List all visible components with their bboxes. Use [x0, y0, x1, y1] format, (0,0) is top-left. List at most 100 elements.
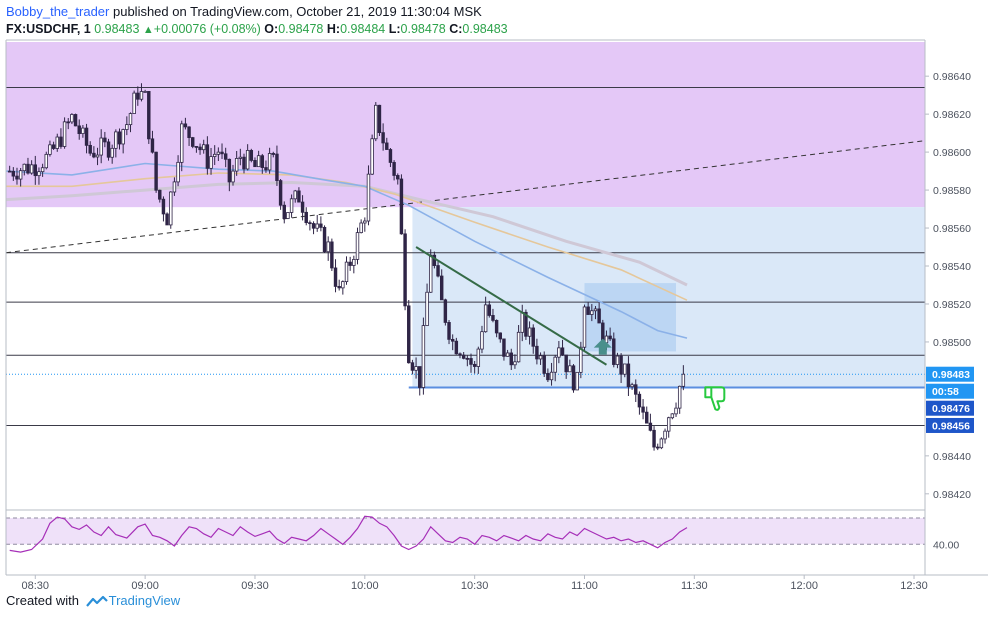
x-tick-label: 12:00 — [790, 580, 818, 590]
candle-body — [575, 371, 579, 391]
candle-body — [44, 153, 48, 169]
ema-mid-line — [6, 172, 688, 301]
candle-body — [549, 371, 554, 381]
candle-body — [608, 335, 612, 340]
candle-body — [524, 311, 528, 337]
candle-body — [421, 325, 426, 388]
candle-body — [183, 123, 188, 128]
candle-body — [359, 222, 363, 234]
close-value: 0.98483 — [462, 22, 508, 36]
price-pane[interactable] — [5, 42, 926, 451]
candle-body — [169, 191, 173, 226]
candle-body — [40, 167, 45, 173]
candle-body — [619, 355, 623, 375]
candle-body — [557, 347, 561, 358]
thumb-down-icon[interactable] — [704, 386, 726, 411]
tradingview-brand-link[interactable]: TradingView — [108, 593, 181, 608]
y-tick-label: 0.98420 — [933, 489, 971, 501]
candle-body — [447, 322, 451, 340]
candle-body — [410, 362, 415, 371]
arrow-up-icon[interactable] — [593, 338, 612, 355]
candle-body — [125, 124, 129, 130]
candle-body — [77, 125, 81, 135]
candle-body — [84, 127, 89, 146]
candle-body — [407, 305, 411, 364]
candle-body — [645, 411, 649, 424]
candle-body — [121, 129, 125, 145]
close-label: C: — [449, 22, 463, 36]
y-tick-label: 0.98580 — [933, 185, 971, 197]
candle-body — [560, 347, 565, 356]
candle-body — [304, 211, 308, 224]
candle-body — [465, 357, 470, 360]
candle-body — [300, 201, 305, 213]
rsi-band — [6, 518, 925, 545]
candle-body — [637, 393, 642, 408]
price-label-text: 00:58 — [932, 386, 959, 398]
candle-body — [370, 138, 374, 175]
candle-body — [593, 308, 598, 312]
candle-body — [110, 147, 114, 158]
candle-body — [29, 164, 34, 174]
y-tick-label: 0.98640 — [933, 71, 971, 83]
x-tick-label: 12:30 — [900, 580, 928, 590]
candle-body — [648, 422, 653, 431]
candle-body — [520, 311, 524, 333]
author-link[interactable]: Bobby_the_trader — [6, 4, 110, 19]
candle-body — [623, 363, 627, 375]
candle-body — [355, 232, 360, 260]
price-label-box — [926, 417, 974, 433]
candle-body — [282, 204, 286, 219]
rsi-pane[interactable] — [6, 515, 925, 553]
candle-body — [256, 155, 261, 168]
candle-body — [187, 126, 191, 138]
candle-body — [366, 173, 371, 222]
candle-body — [542, 355, 546, 374]
candle-body — [264, 167, 268, 171]
candle-body — [396, 175, 400, 180]
candle-body — [641, 406, 645, 413]
candle-body — [158, 189, 162, 200]
candle-body — [154, 151, 158, 191]
candle-body — [461, 354, 466, 359]
candle-body — [322, 226, 327, 253]
candle-body — [319, 223, 323, 228]
candle-body — [652, 429, 656, 448]
candle-body — [509, 352, 513, 366]
candle-body — [374, 104, 378, 140]
candle-body — [205, 144, 210, 169]
candle-body — [663, 430, 667, 440]
candle-body — [132, 92, 136, 114]
candle-body — [612, 338, 616, 365]
dashed-trendline[interactable] — [5, 140, 926, 254]
candle-body — [308, 222, 312, 225]
candle-body — [483, 304, 488, 333]
chart-canvas[interactable]: 0.98640 0.98620 0.98600 0.98580 0.98560 0.985… — [0, 0, 988, 590]
candle-body — [136, 92, 140, 100]
axes: 0.98640 0.98620 0.98600 0.98580 0.98560 0.985… — [5, 39, 988, 590]
candle-body — [491, 315, 495, 321]
candle-body — [418, 366, 422, 388]
candle-body — [670, 413, 675, 419]
symbol-label[interactable]: FX:USDCHF, 1 — [6, 22, 91, 36]
candle-body — [377, 104, 382, 134]
price-label: 00:58 — [926, 383, 974, 399]
open-value: 0.98478 — [278, 22, 324, 36]
candle-body — [579, 346, 583, 373]
candle-body — [531, 327, 535, 347]
candle-body — [103, 137, 107, 143]
candle-body — [666, 417, 671, 432]
candle-body — [297, 190, 301, 203]
candle-body — [494, 319, 499, 334]
green-trendline[interactable] — [415, 246, 607, 366]
price-label-text: 0.98456 — [932, 420, 970, 432]
zone-rect[interactable] — [6, 42, 925, 208]
candle-body — [212, 153, 217, 157]
candle-body — [22, 163, 27, 172]
candle-body — [315, 223, 319, 229]
x-tick-label: 10:00 — [351, 580, 379, 590]
candle-body — [95, 154, 100, 158]
candle-body — [333, 267, 338, 287]
candle-body — [191, 137, 195, 147]
candle-body — [590, 310, 594, 315]
